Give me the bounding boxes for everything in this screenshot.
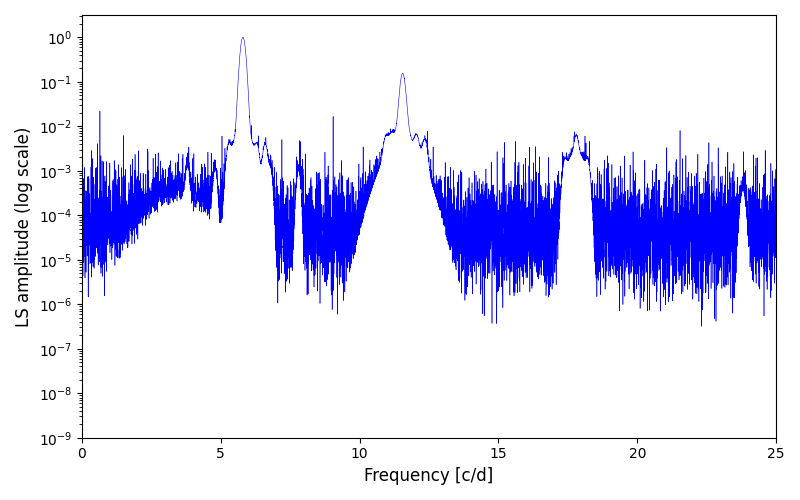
Y-axis label: LS amplitude (log scale): LS amplitude (log scale) [15,126,33,326]
X-axis label: Frequency [c/d]: Frequency [c/d] [364,467,494,485]
